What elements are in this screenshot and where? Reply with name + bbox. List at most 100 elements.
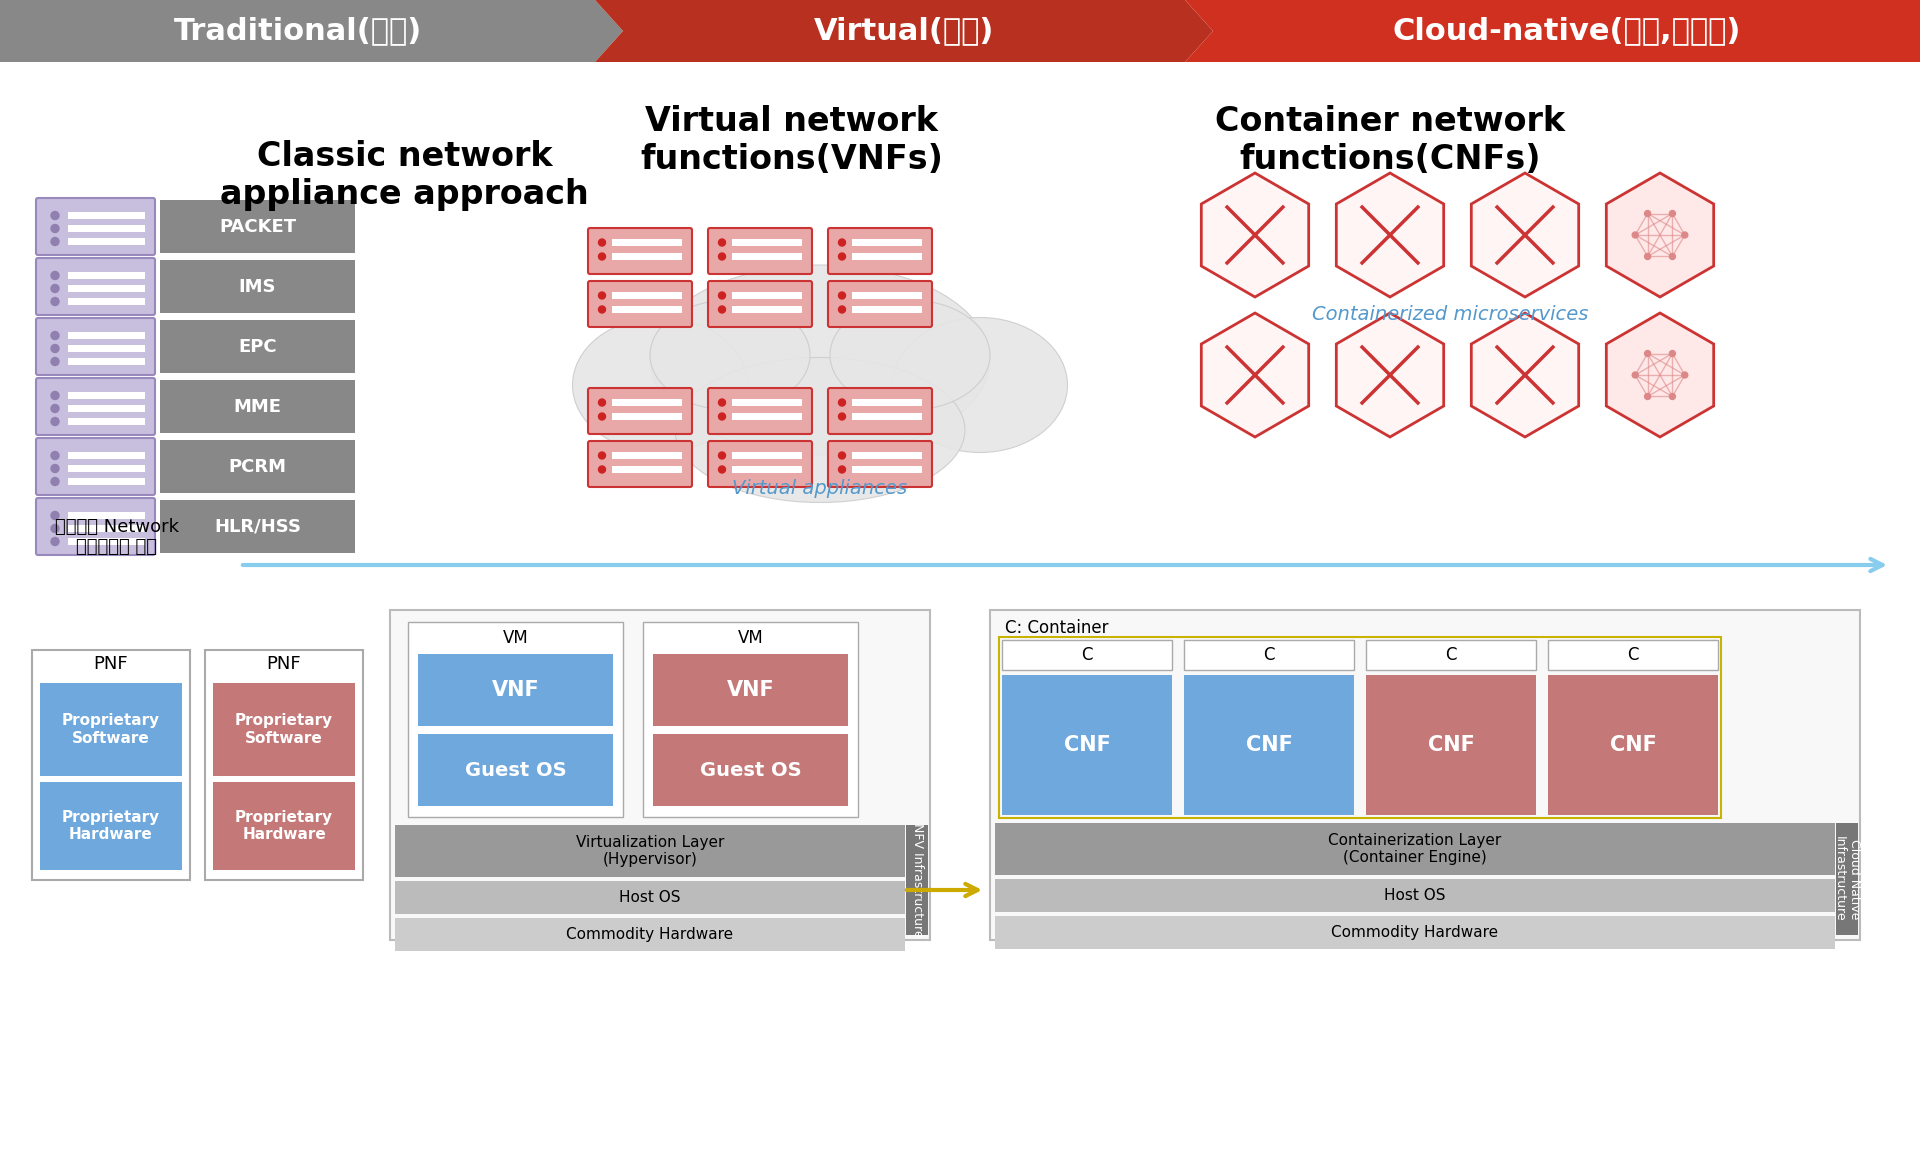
Circle shape [1645, 211, 1651, 217]
Ellipse shape [829, 300, 991, 410]
Bar [1836, 823, 1859, 935]
Bar [396, 881, 904, 914]
Text: C: C [1081, 646, 1092, 664]
Text: CNF: CNF [1064, 735, 1110, 755]
Text: VM: VM [503, 629, 528, 647]
Bar [732, 399, 803, 406]
FancyBboxPatch shape [36, 378, 156, 435]
Text: Proprietary
Hardware: Proprietary Hardware [61, 810, 159, 842]
Bar [612, 452, 682, 458]
Circle shape [839, 399, 845, 406]
Circle shape [52, 357, 60, 365]
Bar [653, 654, 849, 726]
Bar [732, 306, 803, 313]
Bar [67, 478, 146, 485]
Bar [1548, 641, 1718, 670]
Bar [67, 406, 146, 412]
FancyBboxPatch shape [708, 388, 812, 434]
Circle shape [599, 238, 605, 247]
Circle shape [718, 253, 726, 260]
Bar [396, 918, 904, 952]
Circle shape [839, 414, 845, 420]
Circle shape [1645, 253, 1651, 259]
Circle shape [839, 452, 845, 458]
Bar [67, 212, 146, 219]
Bar [612, 414, 682, 420]
Text: VNF: VNF [726, 680, 774, 700]
Text: Proprietary
Hardware: Proprietary Hardware [234, 810, 332, 842]
Circle shape [1668, 350, 1676, 356]
Text: Proprietary
Software: Proprietary Software [234, 713, 332, 745]
Bar [396, 825, 904, 877]
Bar [1002, 641, 1171, 670]
Circle shape [52, 477, 60, 485]
Circle shape [1682, 372, 1688, 378]
FancyBboxPatch shape [828, 281, 931, 327]
Circle shape [839, 291, 845, 300]
Bar [852, 399, 922, 406]
Bar [67, 344, 146, 353]
Bar [1365, 641, 1536, 670]
Bar [852, 414, 922, 420]
Ellipse shape [651, 300, 810, 410]
Circle shape [599, 399, 605, 406]
Circle shape [52, 332, 60, 340]
Bar [67, 392, 146, 399]
Circle shape [52, 464, 60, 472]
Polygon shape [595, 0, 1213, 62]
Bar [213, 683, 355, 776]
Text: CNF: CNF [1246, 735, 1292, 755]
Bar [852, 291, 922, 300]
FancyBboxPatch shape [708, 281, 812, 327]
Bar [612, 291, 682, 300]
Bar [159, 380, 355, 433]
Circle shape [718, 467, 726, 473]
FancyBboxPatch shape [828, 228, 931, 274]
Text: Container network
functions(CNFs): Container network functions(CNFs) [1215, 105, 1565, 176]
Bar [732, 253, 803, 260]
Bar [612, 306, 682, 313]
Bar [995, 879, 1836, 912]
Circle shape [599, 452, 605, 458]
Text: Classic network
appliance approach: Classic network appliance approach [221, 141, 589, 211]
Bar [67, 418, 146, 425]
Circle shape [52, 344, 60, 353]
FancyBboxPatch shape [588, 281, 691, 327]
FancyBboxPatch shape [708, 441, 812, 487]
Ellipse shape [651, 265, 991, 455]
FancyBboxPatch shape [588, 228, 691, 274]
Bar [906, 825, 927, 935]
Circle shape [52, 237, 60, 245]
Bar [1185, 675, 1354, 814]
Bar [732, 452, 803, 458]
FancyBboxPatch shape [36, 258, 156, 314]
Bar [612, 399, 682, 406]
Bar [159, 320, 355, 373]
Circle shape [1645, 394, 1651, 400]
Text: Host OS: Host OS [1384, 888, 1446, 903]
FancyBboxPatch shape [828, 388, 931, 434]
Bar [407, 622, 622, 817]
Bar [991, 611, 1860, 940]
Bar [732, 414, 803, 420]
Bar [852, 306, 922, 313]
Text: VNF: VNF [492, 680, 540, 700]
Bar [643, 622, 858, 817]
Circle shape [1632, 372, 1638, 378]
Bar [67, 465, 146, 472]
Bar [67, 538, 146, 545]
Circle shape [718, 291, 726, 300]
Bar [653, 734, 849, 806]
Circle shape [718, 399, 726, 406]
Text: CNF: CNF [1609, 735, 1657, 755]
Bar [159, 500, 355, 553]
FancyBboxPatch shape [588, 388, 691, 434]
Text: Commodity Hardware: Commodity Hardware [566, 927, 733, 942]
Text: Virtual appliances: Virtual appliances [732, 478, 908, 498]
Polygon shape [1471, 313, 1578, 437]
Bar [995, 823, 1836, 876]
Text: Virtual network
functions(VNFs): Virtual network functions(VNFs) [639, 105, 943, 176]
Polygon shape [1471, 173, 1578, 297]
Circle shape [52, 272, 60, 280]
Circle shape [718, 238, 726, 247]
